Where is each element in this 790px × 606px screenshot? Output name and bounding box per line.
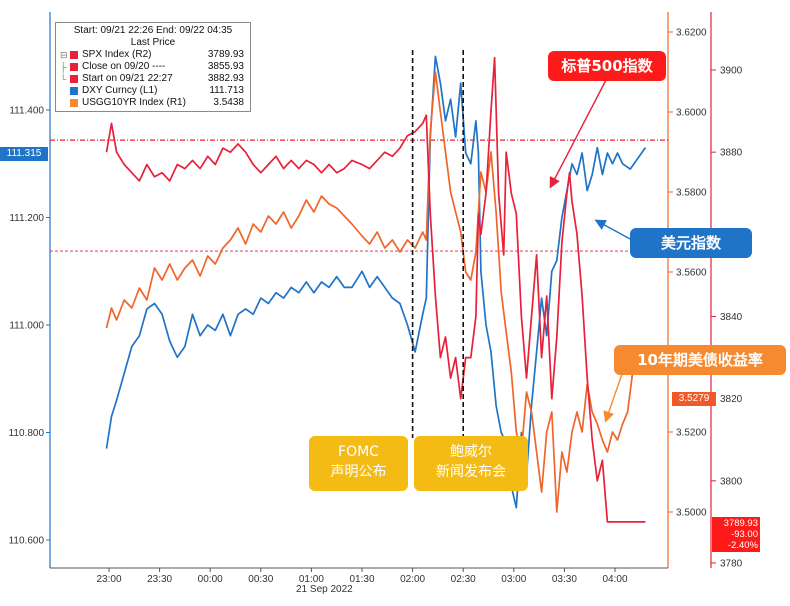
legend-row-us10y[interactable]: USGG10YR Index (R1) 3.5438	[56, 97, 250, 109]
legend-range: Start: 09/21 22:26 End: 09/22 04:35	[73, 25, 233, 36]
x-tick-label: 03:30	[552, 574, 577, 585]
left-tick-label: 111.400	[9, 106, 44, 117]
callout-spx: 标普500指数	[548, 51, 666, 81]
legend-name: USGG10YR Index (R1)	[82, 97, 186, 108]
x-tick-label: 01:30	[349, 574, 374, 585]
callout-fomc-line2: 声明公布	[330, 464, 387, 480]
legend-row-dxy[interactable]: DXY Curncy (L1) 111.713	[56, 85, 250, 97]
right2-tick-label: 3780	[720, 559, 743, 570]
legend-row-close[interactable]: ├ Close on 09/20 ---- 3855.93	[56, 61, 250, 73]
legend-value: 3882.93	[207, 73, 244, 84]
left-tick-label: 111.200	[9, 213, 44, 224]
right2-tick-label: 3900	[720, 66, 743, 77]
right1-tick-label: 3.5600	[676, 268, 707, 279]
legend-value: 3.5438	[213, 97, 244, 108]
arrow-spx	[549, 79, 607, 189]
x-tick-label: 03:00	[501, 574, 526, 585]
callout-arrows	[549, 79, 633, 423]
legend-value: 3789.93	[207, 49, 244, 60]
legend-swatch-close	[70, 63, 78, 71]
callout-dxy: 美元指数	[630, 228, 752, 258]
right2-tick-label: 3800	[720, 476, 743, 487]
legend-title: Last Price	[130, 37, 176, 48]
x-tick-label: 23:00	[96, 574, 121, 585]
spx-pct: -2.40%	[727, 540, 758, 551]
legend-value: 111.713	[209, 85, 244, 96]
legend-name: SPX Index (R2)	[82, 49, 152, 60]
legend-tree-icon: └	[60, 74, 67, 84]
callout-powell: 鲍威尔 新闻发布会	[414, 436, 528, 491]
x-tick-label: 04:00	[602, 574, 627, 585]
legend-swatch-spx	[70, 51, 78, 59]
series-line-right2	[105, 56, 646, 523]
right1-tick-label: 3.5200	[676, 428, 707, 439]
legend-name: Close on 09/20 ----	[82, 61, 166, 72]
legend-swatch-dxy	[70, 87, 78, 95]
spx-last-value: 3789.93	[723, 518, 758, 529]
series-line-left	[105, 55, 647, 509]
dxy-last-tag: 111.315	[0, 147, 48, 161]
right1-tick-label: 3.5000	[676, 508, 707, 519]
left-tick-label: 110.600	[9, 536, 45, 547]
callout-us10y: 10年期美债收益率	[614, 345, 786, 375]
tick-labels: 111.400 111.200 111.000 110.800 110.600 3.620…	[9, 28, 743, 586]
callout-fomc: FOMC 声明公布	[309, 436, 408, 491]
spx-change: -93.00	[731, 529, 758, 540]
callout-powell-line2: 新闻发布会	[436, 464, 506, 480]
arrow-us10y	[603, 373, 623, 423]
callout-powell-line1: 鲍威尔	[450, 444, 492, 460]
spx-last-tag: 3789.93 -93.00 -2.40%	[712, 517, 760, 552]
legend-tree-icon: ├	[60, 62, 67, 72]
chart-axes	[46, 12, 716, 572]
x-tick-label: 23:30	[147, 574, 172, 585]
series-layer	[105, 55, 647, 523]
right1-tick-label: 3.6200	[676, 28, 707, 39]
legend-row-spx[interactable]: ⊟ SPX Index (R2) 3789.93	[56, 49, 250, 61]
legend-swatch-start	[70, 75, 78, 83]
x-tick-label: 02:30	[451, 574, 476, 585]
legend-box: Start: 09/21 22:26 End: 09/22 04:35 Last…	[55, 22, 251, 112]
callout-fomc-line1: FOMC	[338, 444, 379, 460]
legend-value: 3855.93	[207, 61, 244, 72]
us10y-last-tag: 3.5279	[672, 392, 716, 406]
arrow-dxy	[594, 219, 633, 241]
legend-name: DXY Curncy (L1)	[82, 85, 158, 96]
x-tick-label: 00:00	[198, 574, 223, 585]
legend-tree-icon: ⊟	[60, 50, 68, 60]
legend-name: Start on 09/21 22:27	[82, 73, 173, 84]
legend-row-start[interactable]: └ Start on 09/21 22:27 3882.93	[56, 73, 250, 85]
left-tick-label: 111.000	[9, 321, 44, 332]
x-tick-label: 02:00	[400, 574, 425, 585]
event-lines	[411, 50, 465, 438]
left-tick-label: 110.800	[9, 428, 45, 439]
right2-tick-label: 3880	[720, 148, 743, 159]
x-axis-date: 21 Sep 2022	[296, 584, 353, 595]
series-line-right1	[105, 71, 644, 513]
legend-swatch-us10y	[70, 99, 78, 107]
x-tick-label: 01:00	[299, 574, 324, 585]
right2-tick-label: 3820	[720, 394, 743, 405]
right1-tick-label: 3.6000	[676, 108, 707, 119]
reference-lines	[50, 139, 668, 252]
right2-tick-label: 3840	[720, 312, 743, 323]
x-tick-label: 00:30	[248, 574, 273, 585]
right1-tick-label: 3.5800	[676, 188, 707, 199]
